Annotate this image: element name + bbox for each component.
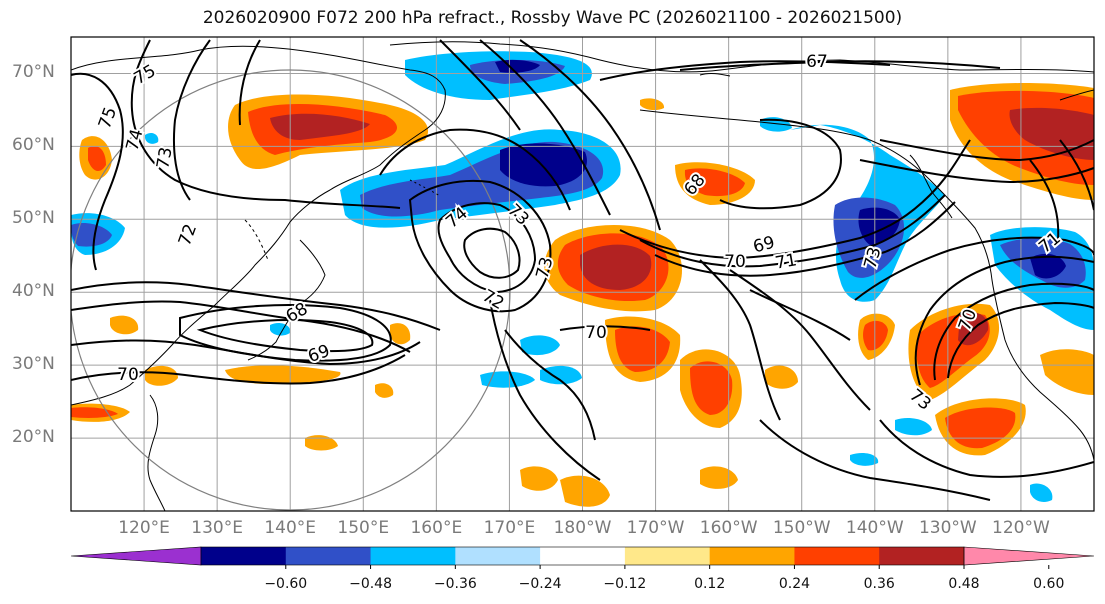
colorbar: [70, 546, 1095, 569]
contour-label: 70: [117, 365, 139, 385]
coastlines: [71, 41, 1094, 511]
colorbar-tick-label: 0.60: [1033, 576, 1065, 592]
colorbar-segment: [794, 547, 880, 565]
contour-label: 70: [585, 323, 607, 343]
lon-tick-label: 150°E: [337, 518, 390, 538]
colorbar-segment: [540, 547, 626, 565]
colorbar-segment: [624, 547, 711, 565]
colorbar-segment: [709, 547, 795, 565]
lat-tick-label: 70°N: [12, 62, 55, 83]
colorbar-extend-max: [963, 546, 1095, 566]
colorbar-tick-label: −0.12: [603, 576, 647, 592]
contour-label: 70: [724, 252, 746, 272]
chart-title: 2026020900 F072 200 hPa refract., Rossby…: [202, 8, 903, 28]
lon-tick-label: 130°W: [918, 518, 977, 538]
lon-tick-label: 170°W: [626, 518, 685, 538]
contour-label: 73: [153, 146, 176, 171]
map-frame: [70, 36, 1095, 512]
lon-tick-label: 160°W: [699, 518, 758, 538]
colorbar-tick-label: 0.36: [863, 576, 895, 592]
lat-tick-label: 50°N: [12, 208, 55, 229]
colorbar-segment: [370, 547, 456, 565]
lat-tick-label: 40°N: [12, 281, 55, 302]
colorbar-extend-min: [70, 546, 202, 566]
colorbar-tick-label: 0.12: [694, 576, 726, 592]
colorbar-tick-label: −0.60: [264, 576, 308, 592]
colorbar-frame: [200, 546, 965, 566]
lat-tick-label: 60°N: [12, 135, 55, 156]
colorbar-tick-label: 0.48: [948, 576, 980, 592]
lat-tick-label: 30°N: [12, 354, 55, 375]
lon-tick-label: 140°W: [845, 518, 904, 538]
lon-tick-label: 150°W: [772, 518, 831, 538]
colorbar-tick-label: −0.36: [433, 576, 477, 592]
rossby-wave-pc-shading: [71, 51, 1094, 507]
lon-tick-label: 120°W: [992, 518, 1050, 538]
lon-tick-label: 140°E: [264, 518, 317, 538]
lon-tick-label: 180°W: [553, 518, 612, 538]
contour-label: 67: [806, 52, 828, 72]
lon-tick-label: 160°E: [410, 518, 463, 538]
lon-tick-label: 130°E: [191, 518, 243, 538]
colorbar-segment: [285, 547, 372, 565]
positive-anomaly-patches: [71, 83, 1094, 507]
colorbar-segment: [455, 547, 541, 565]
colorbar-tick-label: −0.48: [349, 576, 392, 592]
colorbar-segment: [879, 547, 965, 565]
lat-tick-label: 20°N: [12, 427, 55, 448]
contour-label: 71: [774, 250, 799, 273]
colorbar-tick-label: −0.24: [518, 576, 562, 592]
colorbar-tick-label: 0.24: [778, 576, 811, 592]
lon-tick-label: 120°E: [118, 518, 170, 538]
colorbar-segment: [201, 547, 287, 565]
lon-tick-label: 170°E: [483, 518, 536, 538]
refractivity-contours: [71, 39, 1094, 501]
